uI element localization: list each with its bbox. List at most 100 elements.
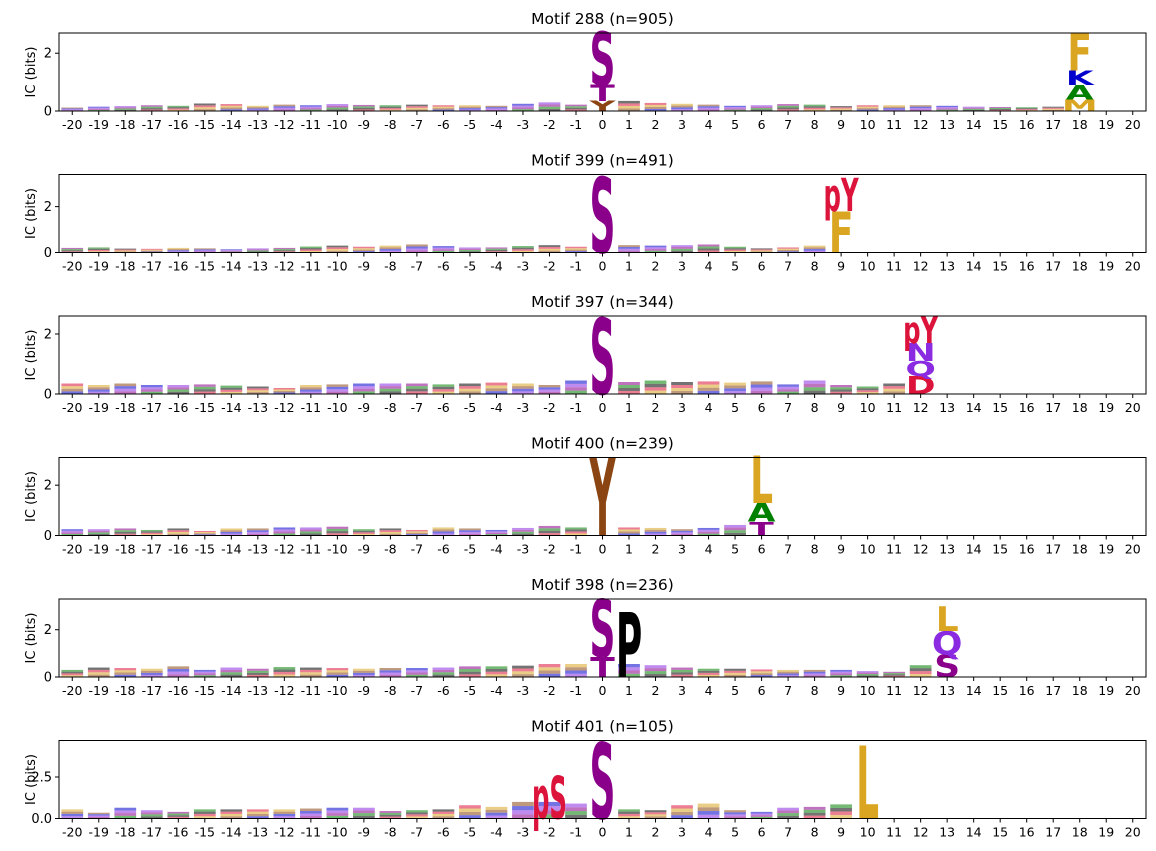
background-letter-mark [406, 388, 428, 392]
background-letter-mark [167, 533, 190, 536]
background-letter-mark [353, 813, 375, 816]
background-letter-mark [803, 390, 826, 394]
background-letter-mark [406, 816, 428, 819]
x-tick-label: -5 [464, 400, 476, 415]
x-tick-label: 2 [652, 259, 660, 274]
background-letter-mark [87, 532, 110, 534]
y-tick-label: 0 [44, 105, 52, 120]
background-letter-mark [750, 384, 773, 388]
background-letter-mark [671, 815, 693, 819]
background-letter-mark [299, 672, 322, 675]
background-letter-mark [989, 109, 1012, 111]
background-letter-mark [326, 813, 349, 816]
background-letter-mark [299, 808, 322, 812]
x-tick-label: -17 [142, 117, 162, 132]
background-letter-mark [246, 250, 269, 252]
background-letter-mark [512, 806, 534, 811]
x-tick-label: -10 [327, 259, 347, 274]
x-tick-label: -11 [301, 683, 321, 698]
background-letter-mark [61, 108, 84, 110]
background-letter-mark [140, 385, 163, 388]
background-letter-mark [459, 674, 481, 677]
background-letter-mark [193, 391, 216, 394]
x-tick-label: 11 [886, 542, 902, 557]
background-letter-mark [644, 245, 667, 248]
background-letter-mark [750, 669, 773, 672]
background-letter-mark [618, 809, 640, 812]
background-letter-mark [803, 387, 826, 391]
background-letter-mark [803, 809, 826, 813]
background-letter-mark [87, 667, 110, 670]
background-letter-mark [777, 107, 799, 110]
x-tick-label: 3 [678, 825, 686, 840]
background-letter-mark [220, 809, 243, 812]
background-letter-mark [697, 668, 720, 671]
background-letter-mark [618, 391, 640, 394]
x-tick-label: 4 [705, 400, 713, 415]
x-tick-label: 20 [1125, 825, 1141, 840]
x-tick-label: 17 [1045, 825, 1061, 840]
background-letter-mark [803, 106, 826, 108]
background-letter-mark [299, 533, 322, 536]
background-letter-mark [273, 533, 296, 536]
background-letter-mark [87, 251, 110, 253]
background-letter-mark [353, 109, 375, 111]
x-tick-label: -15 [195, 117, 215, 132]
background-letter-mark [220, 813, 243, 817]
background-letter-mark [193, 811, 216, 814]
background-letter-mark [724, 249, 746, 252]
background-letter-mark [644, 387, 667, 391]
x-tick-label: 15 [992, 542, 1008, 557]
background-letter-mark [883, 675, 906, 677]
x-tick-label: 8 [811, 683, 819, 698]
background-letter-mark [618, 667, 640, 671]
x-tick-label: -19 [89, 117, 109, 132]
background-letter-mark [459, 815, 481, 819]
x-tick-label: 17 [1045, 259, 1061, 274]
background-letter-mark [830, 385, 852, 388]
x-tick-label: 16 [1019, 400, 1035, 415]
background-letter-mark [193, 109, 216, 111]
x-tick-label: -20 [62, 400, 82, 415]
x-tick-label: -13 [248, 542, 268, 557]
background-letter-mark [246, 390, 269, 393]
x-tick-label: 4 [705, 542, 713, 557]
x-tick-label: -3 [517, 400, 529, 415]
background-letter-mark [114, 108, 137, 110]
background-letter-mark [61, 247, 84, 250]
background-letter-mark [512, 247, 534, 250]
background-letter-mark [193, 386, 216, 390]
background-letter-mark [193, 532, 216, 534]
background-letter-mark [671, 532, 693, 534]
background-letter-mark [114, 815, 137, 819]
background-letter-mark [353, 251, 375, 253]
background-letter-mark [273, 672, 296, 675]
x-tick-label: -16 [168, 683, 188, 698]
background-letter-mark [193, 250, 216, 252]
x-tick-label: -1 [570, 117, 582, 132]
background-letter-mark [777, 249, 799, 252]
background-letter-mark [379, 109, 402, 111]
background-letter-mark [326, 815, 349, 819]
background-letter-mark [644, 810, 667, 813]
background-letter-mark [618, 531, 640, 534]
background-letter-mark [459, 391, 481, 394]
background-letter-mark [273, 674, 296, 677]
background-letter-mark [220, 104, 243, 106]
panel-title: Motif 401 (n=105) [531, 718, 674, 736]
background-letter-mark [724, 670, 746, 673]
background-letter-mark [87, 391, 110, 394]
x-tick-label: 5 [731, 117, 739, 132]
background-letter-mark [167, 531, 190, 534]
x-tick-label: -18 [115, 400, 135, 415]
background-letter-mark [299, 527, 322, 530]
background-letter-mark [565, 803, 587, 808]
background-letter-mark [777, 675, 799, 677]
background-letter-mark [87, 674, 110, 677]
x-tick-label: -11 [301, 259, 321, 274]
background-letter-mark [565, 387, 587, 391]
x-tick-label: -2 [543, 542, 555, 557]
background-letter-mark [114, 250, 137, 252]
background-letter-mark [326, 810, 349, 814]
